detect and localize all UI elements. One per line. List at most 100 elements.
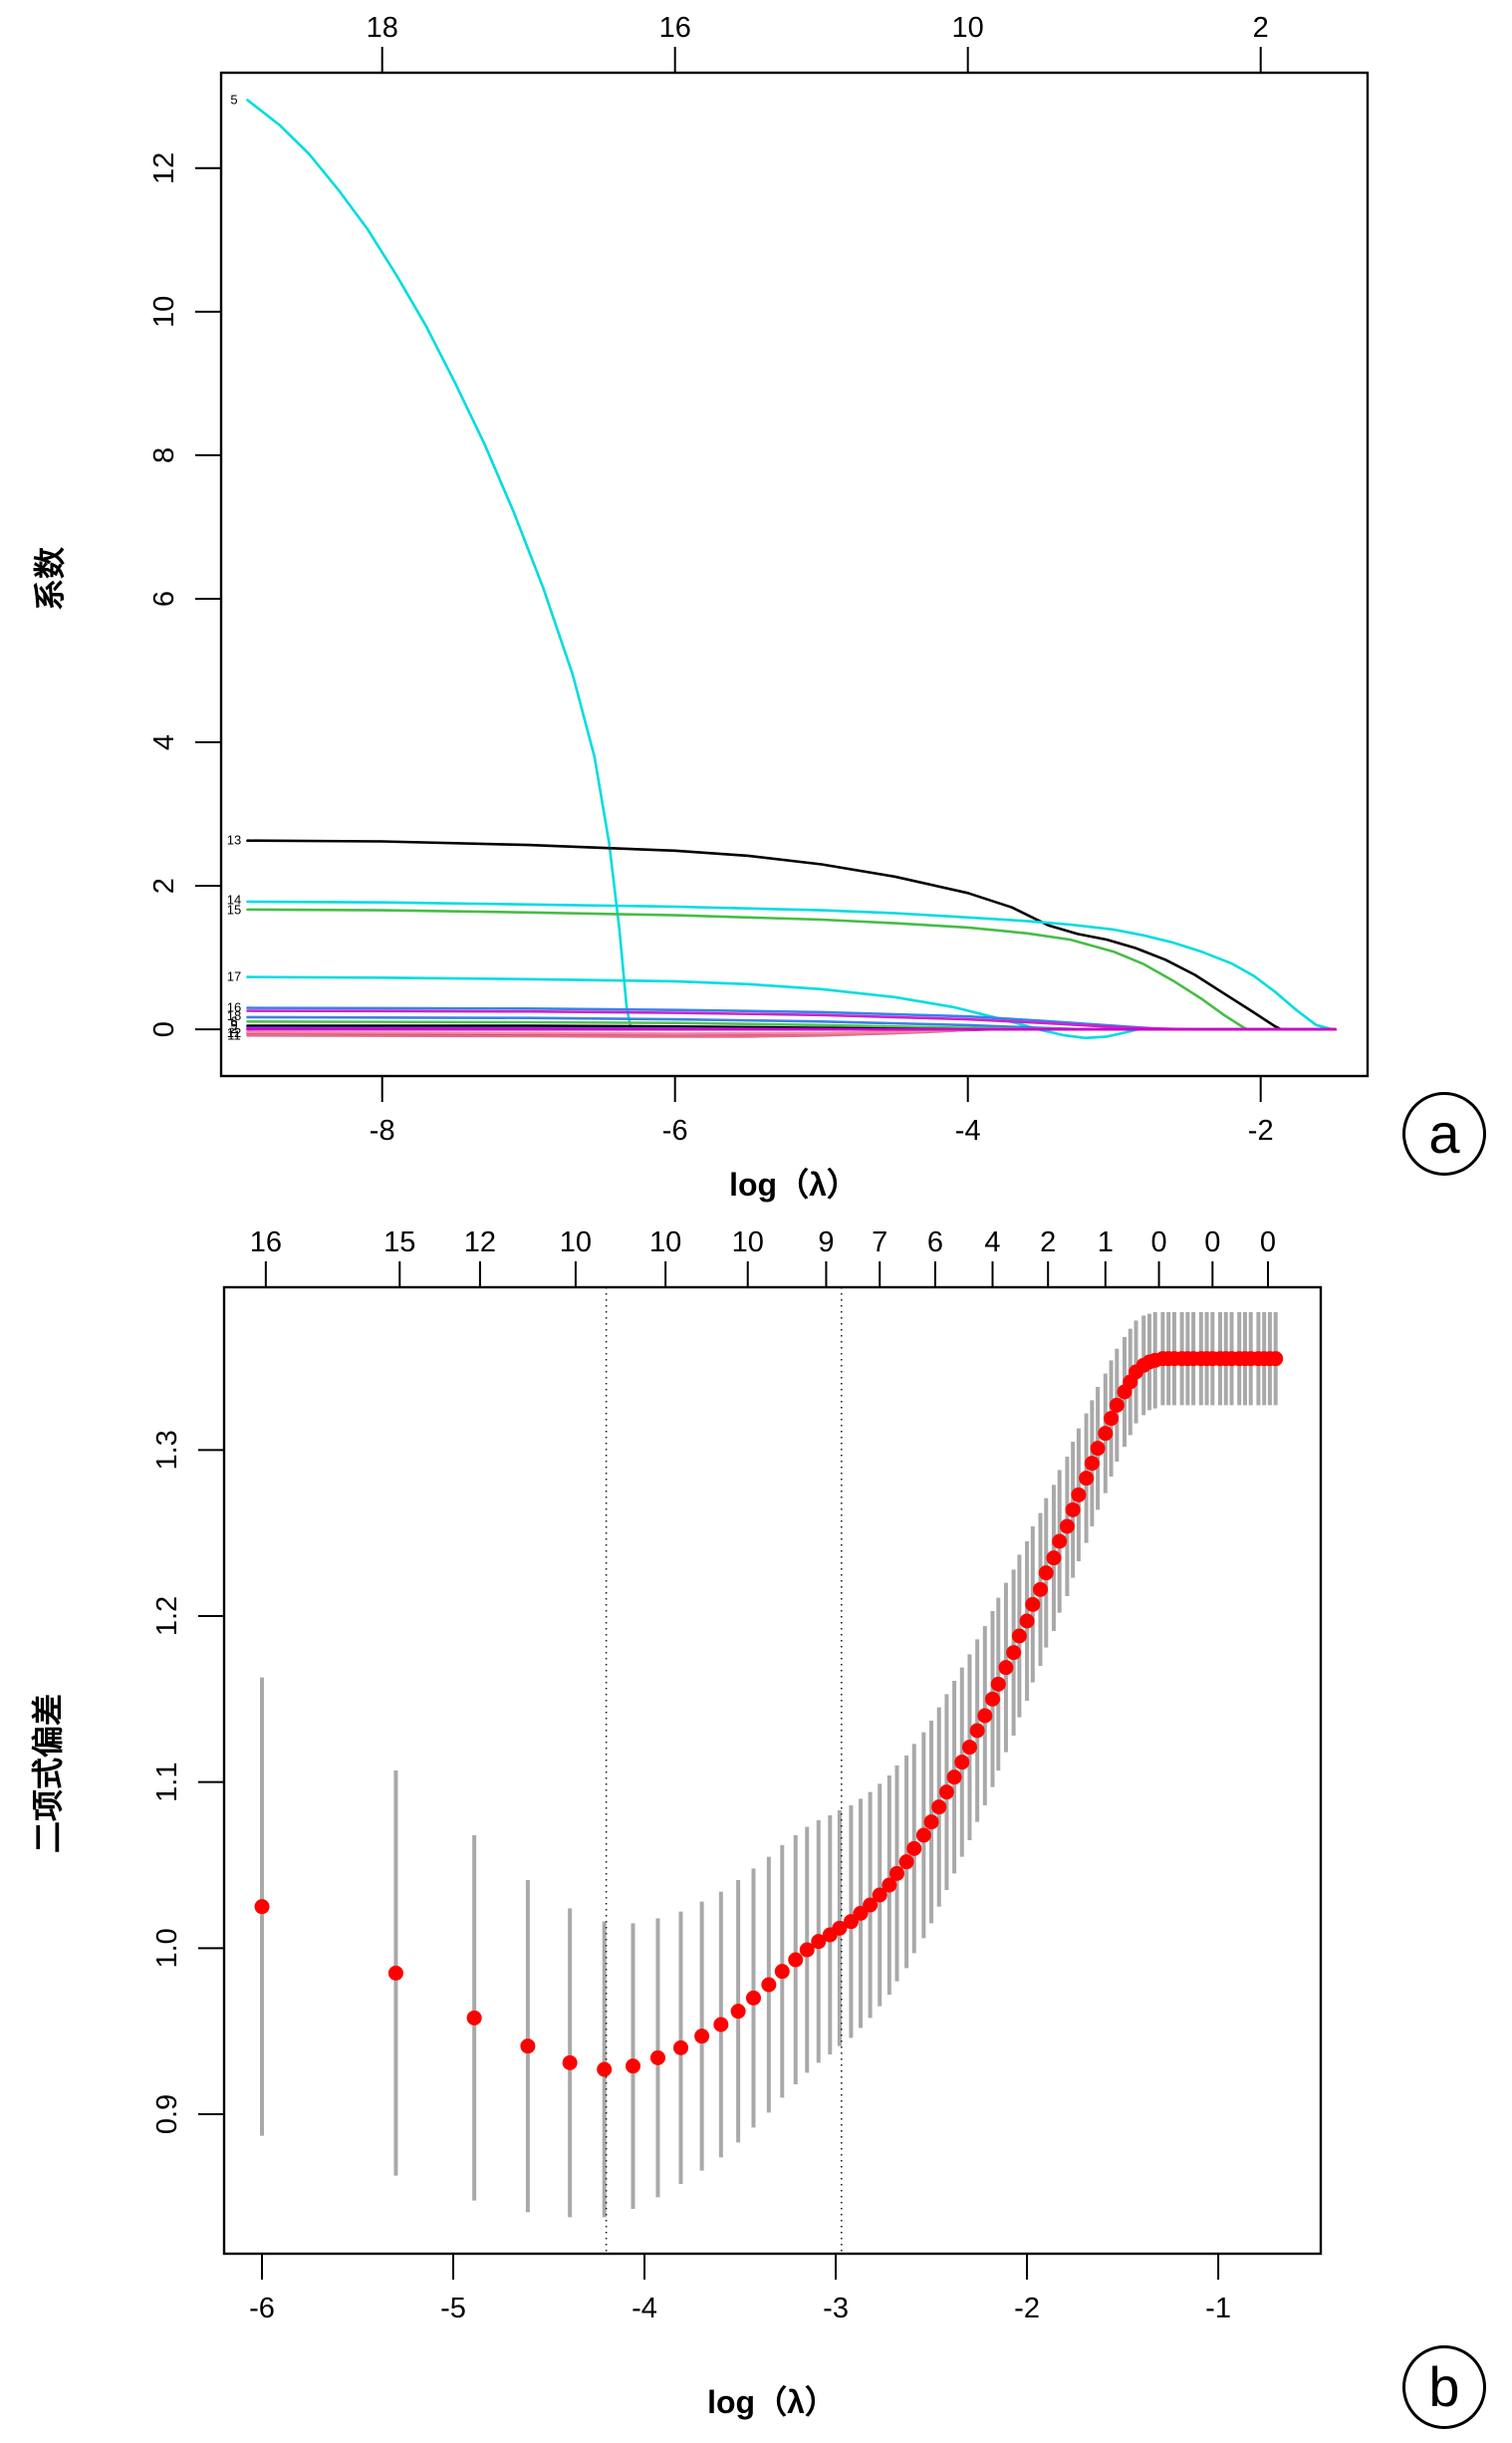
- cv-point: [626, 2058, 641, 2074]
- cv-point: [694, 2029, 710, 2044]
- x-tick-label: -1: [1205, 2293, 1231, 2324]
- cv-point: [898, 1854, 914, 1870]
- curve-label: 11: [227, 1028, 241, 1043]
- cv-point: [977, 1708, 993, 1724]
- curve-label: 16: [227, 1000, 241, 1015]
- curve-label: 15: [227, 903, 241, 918]
- top-axis-df-label: 16: [250, 1226, 282, 1258]
- panel-a-x-title: log（λ）: [729, 1167, 859, 1203]
- cv-point: [254, 1899, 270, 1915]
- cv-point: [774, 1964, 790, 1980]
- error-bars: [260, 1312, 1278, 2218]
- top-axis-df-label: 4: [984, 1226, 1000, 1258]
- cv-point: [799, 1942, 815, 1958]
- cv-point: [761, 1977, 777, 1993]
- top-axis-df-label: 7: [872, 1226, 887, 1258]
- y-tick-label: 2: [148, 878, 180, 894]
- coef-path-var-13: [246, 839, 1337, 1031]
- x-tick-label: -5: [440, 2293, 466, 2324]
- panel-a-tag: a: [1402, 1092, 1486, 1176]
- cv-point: [1109, 1397, 1125, 1413]
- curve-label: 13: [227, 833, 241, 848]
- curve-label: 5: [230, 92, 237, 107]
- cv-point: [649, 2049, 665, 2065]
- curve-label: 17: [227, 969, 241, 984]
- cv-point: [1052, 1533, 1068, 1549]
- panel-b-tag-letter: b: [1428, 2355, 1460, 2418]
- cv-point: [906, 1840, 922, 1856]
- y-tick-label: 1.3: [151, 1430, 183, 1470]
- cv-point: [954, 1755, 970, 1770]
- cv-point: [713, 2017, 729, 2033]
- top-axis-df-label: 1: [1098, 1226, 1114, 1258]
- plot-border-b: [222, 1285, 1323, 2256]
- cv-points: [254, 1351, 1284, 2077]
- cv-point: [1098, 1426, 1114, 1442]
- cv-point: [1090, 1441, 1106, 1457]
- cv-point: [1059, 1518, 1075, 1534]
- cv-point: [466, 2010, 482, 2026]
- cv-point: [946, 1769, 962, 1785]
- y-tick-label: 0: [148, 1021, 180, 1037]
- y-tick-label: 6: [148, 591, 180, 607]
- top-axis-df-label: 10: [649, 1226, 681, 1258]
- cv-point: [1065, 1501, 1081, 1517]
- cv-point: [811, 1934, 827, 1950]
- cv-point: [1079, 1471, 1095, 1487]
- cv-point: [990, 1676, 1006, 1692]
- cv-point: [961, 1740, 977, 1756]
- cv-point: [832, 1920, 848, 1936]
- x-tick-label: -4: [631, 2293, 657, 2324]
- cv-point: [1071, 1487, 1087, 1502]
- cv-point: [1019, 1613, 1035, 1629]
- top-axis-df-label: 10: [560, 1226, 592, 1258]
- cv-point: [788, 1952, 804, 1968]
- top-axis-df-label: 10: [732, 1226, 764, 1258]
- x-tick-label: -8: [370, 1115, 395, 1147]
- cv-point: [889, 1865, 905, 1881]
- cv-point: [863, 1897, 879, 1913]
- cv-point: [673, 2039, 689, 2055]
- lambda-reference-lines: [605, 1287, 843, 2254]
- x-tick-label: -3: [823, 2293, 849, 2324]
- cv-point: [1011, 1628, 1027, 1644]
- cv-point: [1038, 1565, 1054, 1581]
- top-axis-df-label: 0: [1150, 1226, 1166, 1258]
- x-tick-label: -2: [1248, 1115, 1274, 1147]
- top-axis-df-label: 12: [464, 1226, 496, 1258]
- coef-path-var-14: [246, 900, 1337, 1031]
- cv-point: [998, 1660, 1014, 1676]
- tick-labels-b: -6 -5 -4 -3 -2 -10.91.01.11.21.316 15 12 10 10 10 9…: [151, 1226, 1276, 2324]
- top-axis-df-label: 10: [952, 12, 984, 44]
- curve-label: 18: [227, 1008, 241, 1023]
- y-tick-label: 8: [148, 447, 180, 463]
- cv-point: [520, 2038, 536, 2054]
- y-tick-label: 0.9: [151, 2094, 183, 2134]
- y-tick-label: 4: [148, 734, 180, 750]
- cv-point: [923, 1814, 939, 1830]
- x-tick-label: -2: [1014, 2293, 1040, 2324]
- x-tick-label: -6: [249, 2293, 275, 2324]
- x-tick-label: -4: [955, 1115, 981, 1147]
- plot-border-a: [219, 71, 1370, 1078]
- panel-b-plot: -6 -5 -4 -3 -2 -10.91.01.11.21.316 15 12 10 10 10 9…: [151, 1226, 1323, 2324]
- cv-point: [915, 1827, 931, 1843]
- coefficient-paths: [246, 99, 1337, 1040]
- cv-point: [597, 2061, 613, 2077]
- curve-label: 12: [227, 1025, 241, 1040]
- cv-point: [1006, 1645, 1022, 1661]
- top-axis-df-label: 16: [659, 12, 691, 44]
- curve-label: 2: [230, 1021, 237, 1036]
- cv-point: [938, 1784, 954, 1800]
- curve-label: 14: [227, 893, 241, 908]
- cv-point: [1104, 1411, 1120, 1427]
- cv-point: [1084, 1456, 1100, 1472]
- y-tick-label: 10: [148, 296, 180, 328]
- axes-a: [195, 47, 1262, 1102]
- cv-point: [745, 1990, 761, 2006]
- curve-label: 6: [230, 1013, 237, 1028]
- panel-a-y-title: 系数: [32, 547, 68, 612]
